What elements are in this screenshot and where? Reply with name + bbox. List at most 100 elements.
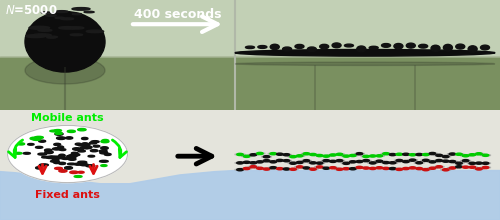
Ellipse shape — [264, 168, 270, 170]
Ellipse shape — [400, 161, 411, 162]
Ellipse shape — [244, 161, 250, 163]
Ellipse shape — [408, 167, 418, 168]
Ellipse shape — [45, 151, 53, 154]
Ellipse shape — [308, 154, 318, 155]
Ellipse shape — [235, 154, 245, 155]
Ellipse shape — [254, 153, 265, 154]
Ellipse shape — [242, 156, 252, 157]
Ellipse shape — [86, 30, 104, 33]
Ellipse shape — [75, 148, 84, 150]
Ellipse shape — [244, 155, 250, 157]
Ellipse shape — [460, 155, 471, 156]
Ellipse shape — [264, 160, 270, 162]
Ellipse shape — [295, 44, 304, 48]
Ellipse shape — [330, 154, 336, 156]
Ellipse shape — [52, 148, 61, 150]
Ellipse shape — [370, 155, 376, 157]
Ellipse shape — [383, 161, 390, 164]
Ellipse shape — [68, 163, 76, 165]
Ellipse shape — [235, 50, 495, 56]
Ellipse shape — [400, 154, 411, 155]
Ellipse shape — [390, 154, 396, 156]
Ellipse shape — [246, 46, 254, 49]
Ellipse shape — [54, 161, 60, 164]
Ellipse shape — [442, 160, 449, 162]
Ellipse shape — [374, 155, 384, 156]
Ellipse shape — [482, 166, 489, 169]
Ellipse shape — [290, 162, 296, 164]
Ellipse shape — [456, 166, 462, 168]
Ellipse shape — [100, 147, 108, 149]
Ellipse shape — [24, 152, 30, 154]
Ellipse shape — [436, 160, 442, 162]
Ellipse shape — [369, 46, 378, 49]
Ellipse shape — [429, 167, 436, 169]
Ellipse shape — [56, 157, 64, 159]
Ellipse shape — [332, 43, 341, 48]
Ellipse shape — [334, 169, 345, 170]
Ellipse shape — [334, 160, 345, 161]
Ellipse shape — [104, 153, 111, 156]
Ellipse shape — [283, 154, 290, 156]
Ellipse shape — [82, 145, 89, 147]
Ellipse shape — [8, 125, 128, 183]
Ellipse shape — [449, 153, 456, 155]
Ellipse shape — [254, 168, 265, 169]
Ellipse shape — [82, 143, 88, 145]
Ellipse shape — [25, 11, 105, 72]
Ellipse shape — [36, 146, 43, 148]
Ellipse shape — [410, 159, 416, 161]
Ellipse shape — [310, 168, 316, 170]
Ellipse shape — [428, 168, 438, 169]
Ellipse shape — [100, 160, 108, 162]
Ellipse shape — [50, 130, 58, 132]
Ellipse shape — [50, 157, 58, 159]
Ellipse shape — [321, 160, 332, 161]
Ellipse shape — [476, 162, 482, 164]
Ellipse shape — [442, 156, 449, 158]
Ellipse shape — [330, 167, 336, 169]
Ellipse shape — [449, 160, 456, 163]
Ellipse shape — [78, 128, 86, 131]
Ellipse shape — [402, 153, 409, 155]
Ellipse shape — [363, 155, 370, 158]
Ellipse shape — [314, 155, 325, 156]
Ellipse shape — [394, 154, 404, 155]
Ellipse shape — [350, 168, 356, 170]
Ellipse shape — [58, 154, 65, 157]
Ellipse shape — [414, 168, 424, 169]
Ellipse shape — [254, 161, 265, 162]
Ellipse shape — [434, 166, 444, 167]
Ellipse shape — [390, 162, 396, 164]
Ellipse shape — [296, 155, 303, 157]
Ellipse shape — [468, 46, 477, 52]
Ellipse shape — [262, 156, 272, 157]
Ellipse shape — [376, 167, 382, 169]
Text: 400 seconds: 400 seconds — [134, 8, 221, 21]
Ellipse shape — [476, 168, 482, 170]
Ellipse shape — [244, 167, 250, 170]
Ellipse shape — [100, 152, 108, 154]
Ellipse shape — [237, 169, 243, 171]
Ellipse shape — [296, 161, 303, 163]
Ellipse shape — [341, 156, 351, 157]
Ellipse shape — [434, 160, 444, 161]
Ellipse shape — [55, 132, 62, 134]
Ellipse shape — [44, 149, 52, 151]
Ellipse shape — [361, 160, 372, 161]
Ellipse shape — [55, 17, 64, 18]
Ellipse shape — [91, 141, 99, 143]
Ellipse shape — [74, 163, 82, 165]
Ellipse shape — [52, 159, 59, 161]
Ellipse shape — [336, 160, 343, 162]
Ellipse shape — [56, 137, 66, 139]
Ellipse shape — [474, 153, 484, 154]
Ellipse shape — [328, 161, 338, 162]
Ellipse shape — [454, 163, 464, 164]
Ellipse shape — [354, 167, 364, 168]
Ellipse shape — [50, 160, 57, 162]
Bar — [0, 57, 500, 110]
Ellipse shape — [383, 153, 390, 155]
Ellipse shape — [72, 13, 82, 15]
Ellipse shape — [467, 163, 477, 164]
